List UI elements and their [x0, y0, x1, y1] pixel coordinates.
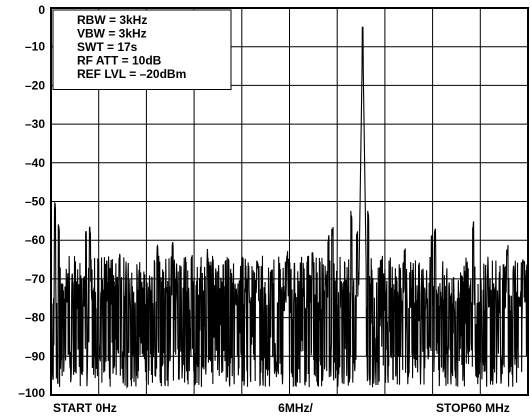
y-tick-label: –80 — [25, 311, 45, 325]
x-center-label: 6MHz/ — [278, 401, 313, 415]
plot-frame — [50, 7, 529, 396]
y-tick-label: –90 — [25, 349, 45, 363]
settings-line: REF LVL = –20dBm — [77, 67, 186, 81]
spectrum-trace-group — [50, 26, 529, 389]
y-tick-label: –30 — [25, 117, 45, 131]
y-tick-labels: 0 –10 –20 –30 –40 –50 –60 –70 –80 –90 –100 — [18, 3, 45, 400]
settings-line: RBW = 3kHz — [77, 13, 147, 27]
y-tick-label: –20 — [25, 78, 45, 92]
y-tick-label: –40 — [25, 156, 45, 170]
y-tick-label: –70 — [25, 272, 45, 286]
y-tick-label: –100 — [18, 386, 45, 400]
y-tick-label: –10 — [25, 40, 45, 54]
x-start-label: START 0Hz — [53, 401, 117, 415]
settings-line: VBW = 3kHz — [77, 27, 147, 41]
settings-box — [52, 9, 232, 90]
spectrum-trace — [50, 26, 529, 389]
settings-line: RF ATT = 10dB — [77, 54, 162, 68]
y-tick-label: –50 — [25, 195, 45, 209]
x-stop-label: STOP60 MHz — [436, 401, 510, 415]
y-tick-label: –60 — [25, 233, 45, 247]
settings-line: SWT = 17s — [77, 40, 138, 54]
y-tick-label: 0 — [38, 3, 45, 17]
